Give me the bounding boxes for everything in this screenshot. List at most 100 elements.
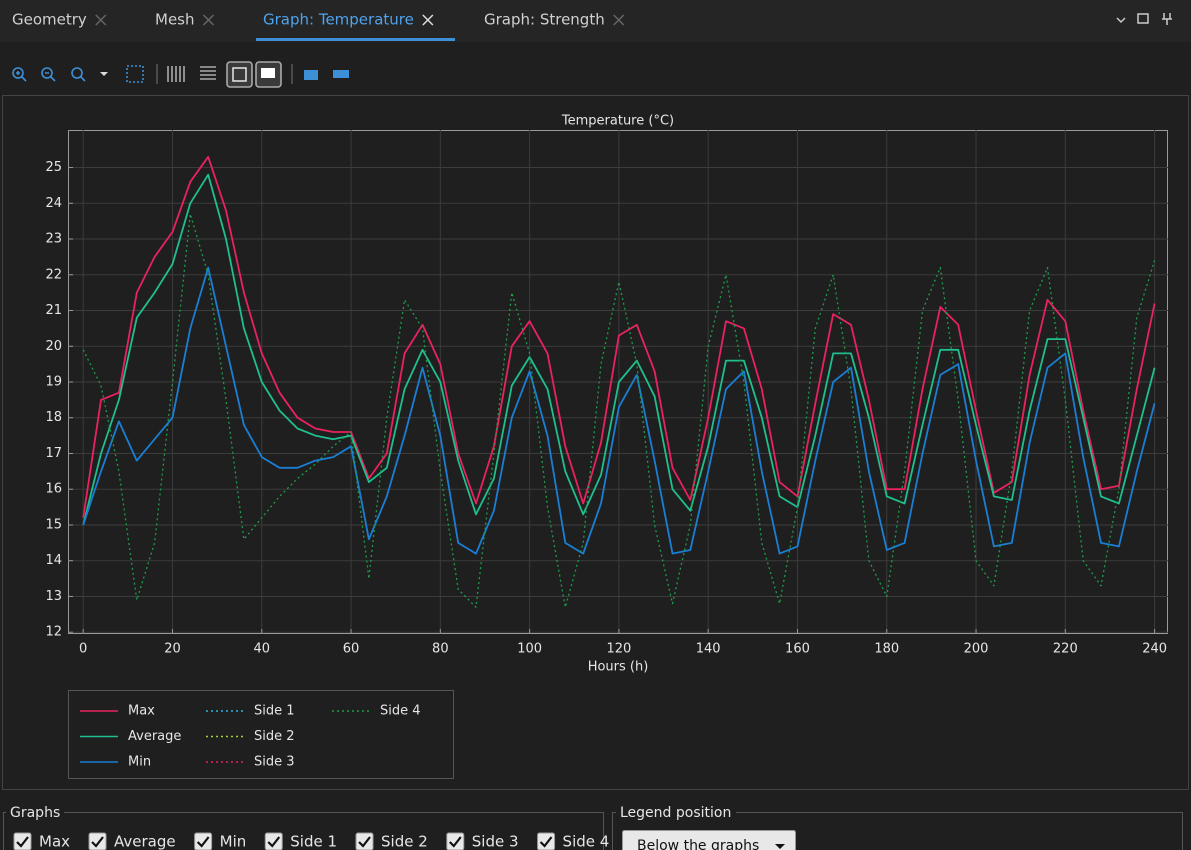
x-tick-label: 100 [517, 642, 542, 657]
tab-bar [0, 0, 1191, 42]
checkbox-label[interactable]: Side 2 [381, 833, 428, 850]
tab-label[interactable]: Geometry [12, 11, 87, 29]
x-axis-label: Hours (h) [588, 660, 649, 675]
y-tick-label: 18 [45, 410, 62, 425]
zoom-box[interactable] [71, 67, 108, 82]
checkmark [267, 836, 281, 848]
y-tick-label: 12 [45, 625, 62, 640]
y-tick-label: 13 [45, 589, 62, 604]
checkmark [539, 836, 553, 848]
zoom-out[interactable] [41, 67, 56, 82]
y-tick-label: 14 [45, 553, 62, 568]
y-tick-label: 24 [45, 196, 62, 211]
y-tick-label: 16 [45, 482, 62, 497]
legend-label: Side 3 [254, 755, 295, 770]
checkbox-label[interactable]: Side 3 [472, 833, 519, 850]
checkmark [449, 836, 462, 848]
tab-label[interactable]: Graph: Strength [484, 11, 605, 29]
horizontal-grid[interactable] [200, 66, 216, 80]
legend-position-value: Below the graphs [637, 838, 759, 850]
legend-position-dropdown[interactable] [622, 830, 796, 850]
legend-label: Max [128, 704, 155, 719]
checkbox[interactable] [537, 832, 556, 850]
checkmark [358, 836, 371, 848]
y-tick-label: 19 [45, 375, 62, 390]
legend-toggle[interactable] [226, 61, 253, 88]
group-title-bg [616, 805, 736, 821]
legend-box [68, 690, 454, 779]
pin-icon[interactable] [1162, 13, 1172, 25]
x-tick-label: 0 [79, 642, 87, 657]
checkbox[interactable] [13, 832, 32, 850]
zoom-in[interactable] [12, 67, 27, 82]
tab-close[interactable] [202, 14, 215, 26]
x-tick-label: 120 [606, 642, 631, 657]
series-line [82, 173, 1156, 526]
checkmark [91, 836, 104, 848]
active-tab-indicator [256, 38, 455, 41]
x-tick-label: 200 [964, 642, 989, 657]
checkbox[interactable] [194, 832, 213, 850]
print[interactable] [333, 70, 349, 78]
tab-label[interactable]: Mesh [155, 11, 195, 29]
graphs-group-title: Graphs [10, 805, 60, 821]
checkbox[interactable] [88, 832, 107, 850]
y-tick-label: 21 [45, 303, 62, 318]
fit-view[interactable] [126, 65, 144, 83]
x-tick-label: 180 [874, 642, 899, 657]
checkboxes: Max Average Min Side 1 Side 2 Side 3 Side 4 [13, 832, 610, 850]
legend-position-title: Legend position [620, 805, 731, 821]
legend-label: Side 4 [380, 704, 421, 719]
tabs: Geometry Mesh Graph: Temperature Graph: Str… [12, 11, 625, 29]
x-tick-label: 60 [343, 642, 360, 657]
series-line [82, 266, 1156, 555]
group-title-bg [6, 805, 64, 821]
tab-label[interactable]: Graph: Temperature [263, 11, 414, 29]
tab-close[interactable] [95, 14, 107, 26]
tooltip-icon [261, 68, 275, 78]
screenshot[interactable] [304, 70, 318, 80]
y-tick-label: 22 [45, 267, 62, 282]
checkbox[interactable] [355, 832, 374, 850]
tab-close[interactable] [613, 14, 625, 26]
y-tick-label: 23 [45, 232, 62, 247]
checkbox-label[interactable]: Average [114, 833, 176, 850]
separator [156, 64, 293, 84]
y-tick-label: 20 [45, 339, 62, 354]
legend-icon [232, 67, 247, 82]
checkmark [196, 836, 210, 848]
x-tick-label: 160 [785, 642, 810, 657]
tab-close[interactable] [422, 14, 434, 26]
toolbar [12, 61, 349, 88]
chart-title: Temperature (°C) [561, 114, 674, 129]
series-line [82, 213, 1156, 608]
window-controls [1116, 13, 1172, 25]
series-line [82, 155, 1156, 518]
maximize-icon[interactable] [1137, 13, 1149, 24]
checkbox-label[interactable]: Side 1 [290, 833, 337, 850]
checkbox-label[interactable]: Min [220, 833, 247, 850]
legend-label: Side 1 [254, 704, 295, 719]
legend-label: Average [128, 729, 181, 744]
dropdown-icon[interactable] [1116, 17, 1126, 24]
checkbox-label[interactable]: Max [39, 833, 70, 850]
y-tick-label: 17 [45, 446, 62, 461]
legend-label: Side 2 [254, 729, 295, 744]
y-tick-label: 25 [45, 160, 62, 175]
checkmark [16, 836, 29, 848]
checkbox[interactable] [446, 832, 465, 850]
chart-panel [2, 95, 1189, 790]
graphs-group [3, 812, 604, 850]
x-tick-label: 20 [164, 642, 181, 657]
dropdown-arrow [775, 844, 785, 849]
legend-position-group [612, 812, 1183, 850]
x-tick-label: 40 [253, 642, 270, 657]
plot: 12 13 14 15 16 17 18 19 20 21 22 23 24 25 0 20 40 60 80 100… [45, 130, 1168, 770]
checkbox[interactable] [264, 832, 283, 850]
x-tick-label: 240 [1142, 642, 1167, 657]
vertical-grid[interactable] [167, 66, 185, 82]
y-tick-label: 15 [45, 517, 62, 532]
checkbox-label[interactable]: Side 4 [563, 833, 610, 850]
legend-label: Min [128, 755, 151, 770]
